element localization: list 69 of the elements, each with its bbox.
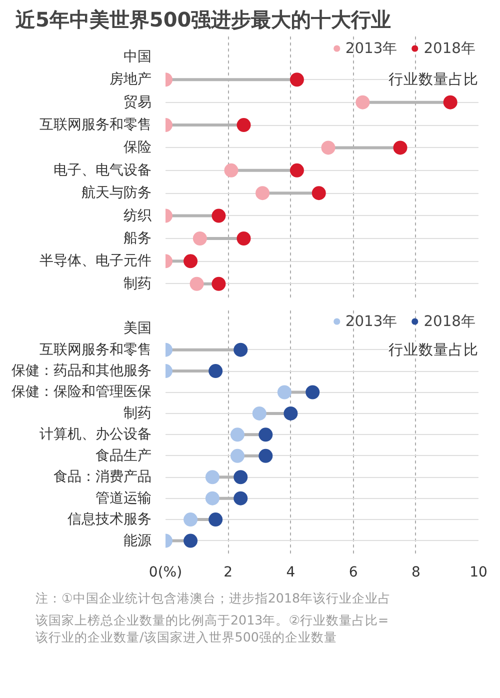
chart-title: 近5年中美世界500强进步最大的十大行业 [14,8,392,32]
x-tick-label: 6 [348,564,358,580]
y-tick-label: 半导体、电子元件 [40,253,152,270]
point [321,140,336,155]
y-tick-label: 船务 [124,230,152,246]
point [190,276,204,291]
y-tick-label: 信息技术服务 [68,512,152,528]
y-tick-label: 能源 [124,532,152,549]
x-tick-label: 8 [411,564,420,580]
point [208,512,223,527]
x-tick-label: 10 [470,564,488,580]
point [252,406,266,420]
y-tick-label: 互联网服务和零售 [40,342,152,358]
x-tick-label: 4 [286,564,296,580]
point [212,276,226,291]
x-axis-title: 行业数量占比 [388,71,478,88]
y-tick-label: 保健：药品和其他服务 [12,363,152,380]
point [356,95,370,110]
point [290,72,304,87]
point [205,491,220,506]
point [234,491,248,506]
y-tick-label: 保健：保险和管理医保 [12,384,152,400]
y-tick-label: 保险 [124,140,152,156]
point [234,342,248,357]
point [184,254,198,268]
y-tick-label: 房地产 [110,72,152,88]
point [236,118,251,132]
point [258,448,273,463]
point [256,186,270,200]
x-axis-title: 行业数量占比 [388,341,478,358]
legend-label: 2013年 [345,38,398,58]
point [306,385,320,400]
text: 注：①中国企业统计包含港澳台；进步指2018年该行业企业占该国家上榜总企业数量的比例高于2013年。②行业数量占比=该行业的企业数量/该国家进入世界500强的企业数量 [36,590,392,644]
legend-label: 2018年 [424,312,476,330]
y-tick-label: 制药 [124,276,152,292]
point [192,232,207,246]
point [184,534,198,548]
point [258,428,273,442]
chart-subtitle: 中国 [124,48,152,65]
y-tick-label: 纺织 [124,208,152,224]
y-tick-label: 计算机、办公设备 [40,426,152,443]
point [230,428,244,442]
point [277,385,292,400]
point [205,470,220,484]
point [393,140,408,155]
point [290,163,304,178]
point [184,512,198,527]
legend-label: 2018年 [424,38,476,58]
legend-label: 2013年 [345,312,398,330]
y-tick-label: 管道运输 [96,490,152,506]
y-tick-label: 航天与防务 [82,185,152,202]
x-tick-label: 0(%) [148,564,182,580]
y-tick-label: 互联网服务和零售 [40,117,152,134]
y-tick-label: 电子、电气设备 [54,162,152,178]
point [312,186,326,200]
y-tick-label: 贸易 [124,94,152,110]
point [230,448,244,463]
point [236,232,251,246]
y-tick-label: 食品：消费产品 [54,469,152,486]
point [212,208,226,223]
y-tick-label: 制药 [124,405,152,422]
x-tick-label: 2 [224,564,233,580]
point [224,163,238,178]
point [208,364,223,378]
point [284,406,298,420]
point [443,95,458,110]
chart-subtitle: 美国 [124,320,152,337]
point [234,470,248,484]
y-tick-label: 食品生产 [96,448,152,464]
